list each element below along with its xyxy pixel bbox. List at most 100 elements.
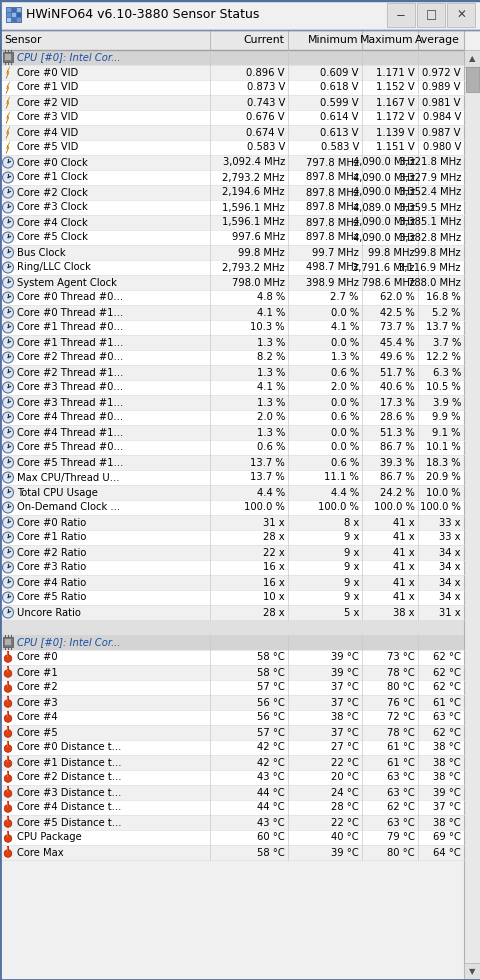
Text: 42.5 %: 42.5 % — [380, 308, 414, 318]
Text: 0.0 %: 0.0 % — [330, 337, 358, 348]
Text: 17.3 %: 17.3 % — [380, 398, 414, 408]
Text: 1.3 %: 1.3 % — [330, 353, 358, 363]
Text: Maximum: Maximum — [360, 35, 413, 45]
Text: 61 °C: 61 °C — [386, 743, 414, 753]
Text: Core #2 VID: Core #2 VID — [17, 97, 78, 108]
Text: 8 x: 8 x — [343, 517, 358, 527]
Bar — [0, 380, 463, 395]
Bar — [0, 350, 463, 365]
Bar — [6, 7, 22, 23]
Bar — [0, 725, 463, 740]
Text: CPU [#0]: Intel Cor...: CPU [#0]: Intel Cor... — [17, 53, 120, 63]
Bar — [0, 230, 463, 245]
Text: 0.972 V: 0.972 V — [421, 68, 460, 77]
Bar — [0, 710, 463, 725]
Text: Core #4 Distance t...: Core #4 Distance t... — [17, 803, 121, 812]
Text: 4.4 %: 4.4 % — [330, 487, 358, 498]
Text: 897.8 MHz: 897.8 MHz — [305, 187, 358, 198]
Circle shape — [4, 655, 12, 662]
Bar — [0, 440, 463, 455]
Text: 100.0 %: 100.0 % — [419, 503, 460, 513]
Text: 13.7 %: 13.7 % — [425, 322, 460, 332]
Text: 498.7 MHz: 498.7 MHz — [305, 263, 358, 272]
Text: System Agent Clock: System Agent Clock — [17, 277, 117, 287]
Bar — [0, 410, 463, 425]
Text: 897.8 MHz: 897.8 MHz — [305, 232, 358, 242]
Text: 1.139 V: 1.139 V — [375, 127, 414, 137]
Text: Core #5 Ratio: Core #5 Ratio — [17, 593, 86, 603]
Bar — [0, 665, 463, 680]
Text: 3,359.5 MHz: 3,359.5 MHz — [398, 203, 460, 213]
Text: Core #0 VID: Core #0 VID — [17, 68, 78, 77]
Text: Core #0 Thread #1...: Core #0 Thread #1... — [17, 308, 123, 318]
Text: 38 °C: 38 °C — [331, 712, 358, 722]
Text: 2.0 %: 2.0 % — [256, 413, 285, 422]
Text: 798.0 MHz: 798.0 MHz — [232, 277, 285, 287]
Bar — [5, 640, 11, 646]
Text: Core #0: Core #0 — [17, 653, 58, 662]
Text: 0.583 V: 0.583 V — [320, 142, 358, 153]
Text: 42 °C: 42 °C — [257, 743, 285, 753]
Text: 1,596.1 MHz: 1,596.1 MHz — [222, 203, 285, 213]
Text: 58 °C: 58 °C — [257, 848, 285, 858]
Bar — [0, 740, 463, 755]
Text: 39.3 %: 39.3 % — [380, 458, 414, 467]
Bar — [0, 65, 463, 80]
Text: 13.7 %: 13.7 % — [250, 472, 285, 482]
Text: 0.599 V: 0.599 V — [320, 97, 358, 108]
Text: Core #4 Clock: Core #4 Clock — [17, 218, 87, 227]
Text: Bus Clock: Bus Clock — [17, 248, 65, 258]
Circle shape — [2, 532, 13, 543]
Text: 0.989 V: 0.989 V — [421, 82, 460, 92]
Text: CPU [#0]: Intel Cor...: CPU [#0]: Intel Cor... — [17, 638, 120, 648]
Text: 4.4 %: 4.4 % — [256, 487, 285, 498]
Circle shape — [4, 714, 12, 722]
Bar — [0, 770, 463, 785]
Bar — [7, 681, 9, 689]
Bar — [5, 55, 11, 61]
Text: 1,596.1 MHz: 1,596.1 MHz — [222, 218, 285, 227]
Bar — [7, 771, 9, 778]
Text: 4.1 %: 4.1 % — [256, 308, 285, 318]
Text: 40 °C: 40 °C — [331, 832, 358, 843]
Bar — [0, 80, 463, 95]
Text: 63 °C: 63 °C — [386, 817, 414, 827]
Text: 24 °C: 24 °C — [331, 788, 358, 798]
Text: 0.674 V: 0.674 V — [246, 127, 285, 137]
Text: 99.8 MHz: 99.8 MHz — [238, 248, 285, 258]
Text: 3,327.9 MHz: 3,327.9 MHz — [398, 172, 460, 182]
Text: 86.7 %: 86.7 % — [380, 443, 414, 453]
Text: Core #1 Clock: Core #1 Clock — [17, 172, 88, 182]
Text: 10.0 %: 10.0 % — [425, 487, 460, 498]
Text: Core #3: Core #3 — [17, 698, 58, 708]
Text: 12.2 %: 12.2 % — [425, 353, 460, 363]
Text: Core #2 Thread #0...: Core #2 Thread #0... — [17, 353, 123, 363]
Bar — [7, 697, 9, 704]
Circle shape — [2, 502, 13, 513]
Text: 24.2 %: 24.2 % — [380, 487, 414, 498]
Text: 13.7 %: 13.7 % — [250, 458, 285, 467]
Text: 56 °C: 56 °C — [257, 698, 285, 708]
Bar — [8, 727, 9, 732]
Text: 2,793.2 MHz: 2,793.2 MHz — [222, 172, 285, 182]
Bar — [0, 395, 463, 410]
Text: 18.3 %: 18.3 % — [425, 458, 460, 467]
Text: 80 °C: 80 °C — [386, 682, 414, 693]
Bar — [0, 485, 463, 500]
Text: 99.8 MHz: 99.8 MHz — [368, 248, 414, 258]
Bar — [0, 260, 463, 275]
Circle shape — [4, 685, 12, 692]
Text: 0.609 V: 0.609 V — [320, 68, 358, 77]
Polygon shape — [6, 96, 10, 109]
Text: ▼: ▼ — [468, 967, 475, 976]
Bar — [463, 50, 480, 980]
Text: Core Max: Core Max — [17, 848, 63, 858]
Bar — [464, 67, 479, 963]
Text: 4,090.0 MHz: 4,090.0 MHz — [352, 187, 414, 198]
Bar — [3, 638, 13, 648]
Text: 9.1 %: 9.1 % — [432, 427, 460, 437]
Text: 41 x: 41 x — [393, 593, 414, 603]
Text: Core #4 VID: Core #4 VID — [17, 127, 78, 137]
Bar — [17, 13, 21, 17]
Bar — [8, 667, 9, 672]
